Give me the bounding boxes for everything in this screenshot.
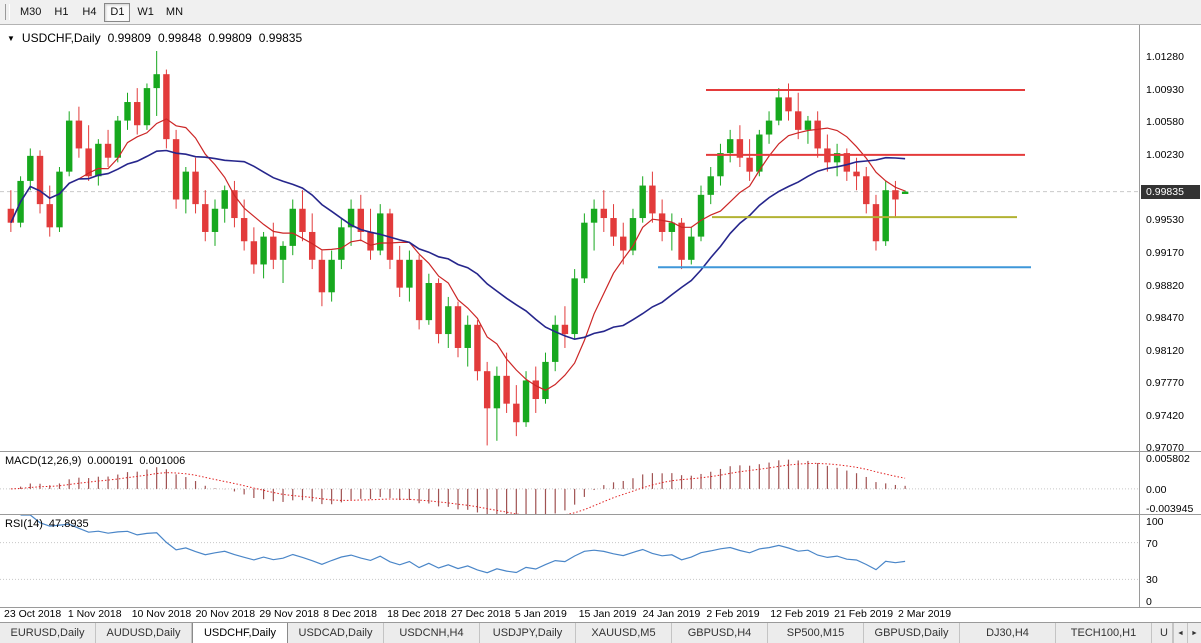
price-axis-label: 0.98820	[1146, 279, 1184, 292]
price-axis-label: 1.01280	[1146, 51, 1184, 64]
chart-high-value: 0.99848	[158, 31, 202, 45]
date-label: 1 Nov 2018	[67, 608, 122, 620]
chart-low-value: 0.99809	[208, 31, 252, 45]
macd-indicator-panel[interactable]: 0.005802 0.00 -0.003945 MACD(12,26,9) 0.00…	[0, 452, 1201, 515]
tab-eurusd-daily[interactable]: EURUSD,Daily	[0, 623, 96, 643]
price-axis[interactable]: 1.01280 1.00930 1.00580 1.00230 0.99530 0.991…	[1139, 25, 1201, 455]
time-axis[interactable]: 23 Oct 2018 1 Nov 2018 10 Nov 2018 20 Nov 2…	[0, 608, 1201, 622]
macd-axis-label: -0.003945	[1146, 503, 1194, 515]
date-label: 10 Nov 2018	[131, 608, 192, 620]
tab-xauusd-m5[interactable]: XAUUSD,M5	[576, 623, 672, 643]
date-label: 15 Jan 2019	[578, 608, 637, 620]
date-label: 23 Oct 2018	[4, 608, 62, 620]
tab-gbpusd-h4[interactable]: GBPUSD,H4	[672, 623, 768, 643]
macd-main-value: 0.000191	[87, 455, 134, 467]
date-label: 21 Feb 2019	[834, 608, 894, 620]
chart-open-value: 0.99809	[107, 31, 151, 45]
price-axis-label: 0.97420	[1146, 409, 1184, 422]
timeframe-toolbar: M30 H1 H4 D1 W1 MN	[0, 0, 1201, 25]
tab-usdcnh-h4[interactable]: USDCNH,H4	[384, 623, 480, 643]
ma-fast-line	[10, 118, 906, 391]
rsi-line	[20, 515, 906, 574]
macd-axis[interactable]: 0.005802 0.00 -0.003945	[1139, 452, 1201, 515]
tabs-scroll-left-button[interactable]: ◄	[1173, 623, 1187, 643]
tabs-scroll-right-button[interactable]: ►	[1187, 623, 1201, 643]
tab-usdjpy-daily[interactable]: USDJPY,Daily	[480, 623, 576, 643]
chart-close-value: 0.99835	[258, 31, 303, 45]
timeframe-button-w1[interactable]: W1	[132, 3, 159, 22]
price-axis-label: 1.00930	[1146, 83, 1184, 96]
macd-histogram	[19, 459, 906, 514]
timeframe-button-h4[interactable]: H4	[76, 3, 102, 22]
rsi-title: RSI(14) 47.8935	[5, 518, 89, 530]
date-label: 2 Mar 2019	[898, 608, 952, 620]
macd-plot	[0, 452, 1139, 514]
rsi-axis-label: 30	[1146, 574, 1158, 587]
price-chart-panel[interactable]: 1.01280 1.00930 1.00580 1.00230 0.99530 0.991…	[0, 25, 1201, 455]
price-axis-label: 0.99170	[1146, 247, 1184, 260]
rsi-axis-label: 100	[1146, 516, 1164, 528]
price-axis-label: 0.99530	[1146, 213, 1184, 226]
rsi-axis-label: 0	[1146, 596, 1152, 608]
price-axis-label: 0.98120	[1146, 344, 1184, 357]
chart-tabs-bar: EURUSD,Daily AUDUSD,Daily USDCHF,Daily USDC…	[0, 622, 1201, 643]
price-axis-label: 0.98470	[1146, 312, 1184, 325]
tab-u[interactable]: U	[1152, 623, 1173, 643]
date-label: 8 Dec 2018	[323, 608, 377, 620]
ma-slow-line	[10, 149, 906, 341]
timeframe-button-d1[interactable]: D1	[104, 2, 131, 22]
date-label: 12 Feb 2019	[770, 608, 830, 620]
date-label: 18 Dec 2018	[387, 608, 447, 620]
macd-axis-label: 0.005802	[1146, 453, 1190, 465]
chart-marker-icon: ▼	[7, 34, 15, 43]
date-label: 27 Dec 2018	[451, 608, 511, 620]
rsi-axis-label: 70	[1146, 537, 1158, 550]
timeframe-buttons: M30 H1 H4 D1 W1 MN	[15, 2, 188, 22]
toolbar-grip[interactable]	[5, 4, 10, 20]
macd-signal-line	[10, 462, 906, 514]
tab-dj30-h4[interactable]: DJ30,H4	[960, 623, 1056, 643]
price-axis-label: 1.00580	[1146, 116, 1184, 129]
current-price-badge: 0.99835	[1141, 184, 1200, 199]
macd-signal-value: 0.001006	[139, 455, 186, 467]
chart-symbol: USDCHF,Daily	[21, 31, 101, 45]
date-label: 2 Feb 2019	[706, 608, 760, 620]
tab-audusd-daily[interactable]: AUDUSD,Daily	[96, 623, 192, 643]
tab-sp500-m15[interactable]: SP500,M15	[768, 623, 864, 643]
date-label: 5 Jan 2019	[514, 608, 567, 620]
macd-axis-label: 0.00	[1146, 483, 1167, 496]
tab-tech100-h1[interactable]: TECH100,H1	[1056, 623, 1152, 643]
timeframe-button-m30[interactable]: M30	[15, 3, 46, 22]
chart-title: ▼ USDCHF,Daily 0.99809 0.99848 0.99809 0…	[7, 31, 302, 45]
tab-gbpusd-daily[interactable]: GBPUSD,Daily	[864, 623, 960, 643]
timeframe-button-h1[interactable]: H1	[48, 3, 74, 22]
rsi-value: 47.8935	[48, 518, 89, 530]
price-axis-label: 0.97770	[1146, 377, 1184, 390]
candles-layer	[7, 50, 909, 446]
macd-label: MACD(12,26,9)	[5, 455, 82, 467]
tab-usdchf-daily[interactable]: USDCHF,Daily	[192, 623, 288, 643]
timeframe-button-mn[interactable]: MN	[161, 3, 188, 22]
date-label: 29 Nov 2018	[259, 608, 319, 620]
rsi-indicator-panel[interactable]: 100 70 30 0 RSI(14) 47.8935	[0, 515, 1201, 608]
rsi-label: RSI(14)	[5, 518, 43, 530]
date-label: 24 Jan 2019	[642, 608, 701, 620]
date-label: 20 Nov 2018	[195, 608, 256, 620]
price-axis-label: 1.00230	[1146, 148, 1184, 161]
price-axis-label: 0.97070	[1146, 442, 1184, 455]
rsi-axis[interactable]: 100 70 30 0	[1139, 515, 1201, 608]
macd-title: MACD(12,26,9) 0.000191 0.001006	[5, 455, 185, 467]
rsi-plot	[0, 515, 1139, 607]
candlestick-chart	[0, 25, 1139, 451]
tab-usdcad-daily[interactable]: USDCAD,Daily	[288, 623, 384, 643]
